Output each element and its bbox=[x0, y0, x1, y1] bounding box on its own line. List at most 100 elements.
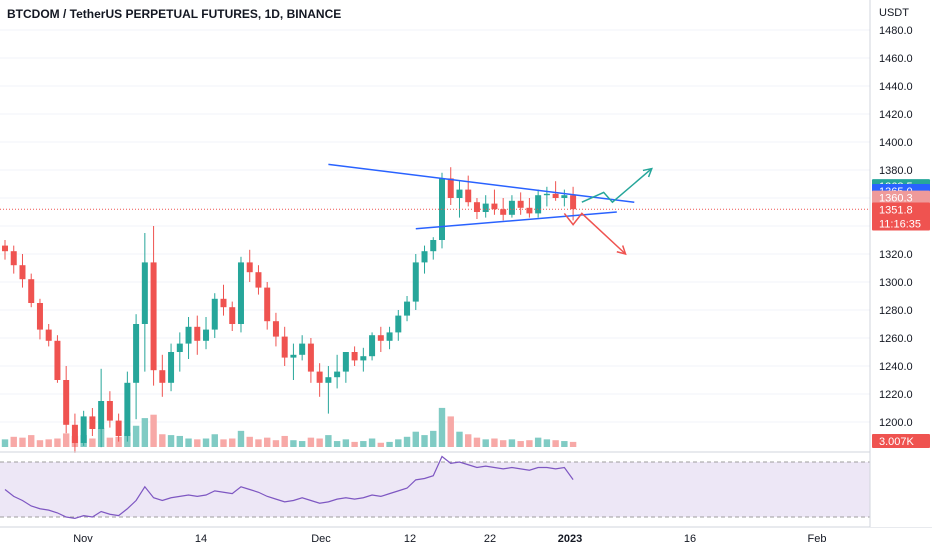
candle-body bbox=[150, 262, 157, 371]
candle bbox=[500, 198, 507, 221]
volume-bar bbox=[246, 436, 253, 447]
candle bbox=[10, 245, 17, 274]
volume-bar bbox=[255, 439, 262, 447]
bullish-arrow[interactable] bbox=[581, 168, 653, 204]
candle-body bbox=[570, 195, 577, 210]
bearish-arrow[interactable] bbox=[563, 212, 627, 255]
candle bbox=[185, 317, 192, 359]
candle-body bbox=[246, 262, 253, 273]
candle-body bbox=[421, 251, 428, 263]
volume-bar bbox=[342, 439, 350, 447]
candle bbox=[552, 181, 559, 201]
drawings[interactable] bbox=[328, 163, 653, 256]
volume-bar bbox=[561, 441, 568, 447]
volume-bar bbox=[45, 439, 52, 447]
price-badge-label: 1360.3 bbox=[879, 193, 913, 205]
candle-body bbox=[80, 416, 87, 443]
candle-body bbox=[369, 335, 376, 357]
candle bbox=[106, 391, 113, 428]
candle bbox=[307, 338, 314, 383]
price-tick-label: 1300.0 bbox=[879, 277, 913, 289]
candle-body bbox=[404, 301, 411, 316]
candle bbox=[63, 366, 70, 434]
volume-bar bbox=[220, 439, 227, 447]
price-badge: 1360.3 bbox=[872, 190, 930, 205]
candle-body bbox=[473, 202, 480, 212]
candle bbox=[456, 181, 463, 218]
candle bbox=[535, 189, 542, 218]
candle bbox=[54, 335, 61, 383]
candle bbox=[159, 354, 166, 397]
candle-body bbox=[220, 298, 227, 308]
volume-badge: 3.007K bbox=[872, 434, 930, 448]
candle-body bbox=[10, 251, 17, 266]
volume-bar bbox=[115, 436, 122, 447]
candle bbox=[36, 298, 43, 340]
candle bbox=[2, 240, 8, 260]
candle-body bbox=[561, 195, 568, 198]
candle-body bbox=[124, 382, 131, 436]
candle bbox=[421, 245, 428, 274]
candle-body bbox=[500, 209, 507, 215]
candle bbox=[482, 195, 489, 218]
candle-body bbox=[360, 356, 367, 361]
candle bbox=[237, 256, 244, 333]
candle bbox=[430, 237, 437, 260]
candle bbox=[19, 254, 26, 288]
candle bbox=[98, 368, 105, 448]
candle-body bbox=[465, 189, 472, 203]
candle-body bbox=[526, 207, 533, 214]
candle bbox=[272, 312, 279, 347]
candle-body bbox=[2, 245, 8, 252]
volume-bar bbox=[167, 435, 175, 447]
candle-body bbox=[28, 279, 35, 303]
volume-bar bbox=[333, 441, 341, 447]
volume-bar bbox=[447, 416, 454, 447]
candle-body bbox=[395, 315, 402, 333]
countdown-label: 11:16:35 bbox=[879, 218, 921, 230]
candle bbox=[395, 310, 402, 341]
volume-badge-bg bbox=[872, 434, 930, 448]
candle-body bbox=[290, 354, 297, 358]
candle bbox=[570, 186, 577, 221]
price-tick-label: 1280.0 bbox=[879, 305, 913, 317]
volume-bar bbox=[159, 434, 166, 447]
candle-body bbox=[36, 303, 43, 330]
volume-bar bbox=[465, 434, 472, 447]
trendline[interactable] bbox=[328, 163, 635, 203]
volume-bar bbox=[395, 439, 402, 447]
volume-bar bbox=[403, 436, 411, 447]
candle bbox=[80, 410, 87, 446]
candle bbox=[133, 314, 140, 420]
candle-body bbox=[45, 329, 52, 341]
volume-bar bbox=[54, 438, 61, 447]
volume-bar bbox=[89, 438, 96, 447]
candle-body bbox=[63, 380, 70, 425]
volume-bar bbox=[281, 435, 288, 447]
rsi-line bbox=[4, 455, 574, 519]
bullish-arrowhead bbox=[642, 167, 653, 178]
candle bbox=[28, 273, 35, 308]
candle bbox=[325, 366, 332, 414]
price-axis[interactable]: USDT 1480.0 1460.0 1440.0 1420.0 1400.0 1380.… bbox=[869, 0, 932, 527]
candle-body bbox=[377, 335, 384, 341]
volume-bar bbox=[211, 434, 218, 447]
time-axis[interactable]: Nov 14 Dec 12 22 2023 16 Feb bbox=[73, 533, 826, 545]
volume-bar bbox=[10, 436, 17, 447]
candle bbox=[264, 282, 271, 330]
volume-bar bbox=[36, 440, 44, 447]
candle bbox=[316, 363, 323, 397]
volume-bar bbox=[150, 414, 157, 447]
candle-body bbox=[351, 352, 358, 361]
price-badge-label: 1351.8 bbox=[879, 204, 913, 216]
candle bbox=[360, 347, 367, 372]
volume-bar bbox=[473, 437, 481, 447]
candle-body bbox=[272, 321, 279, 337]
volume-bar bbox=[543, 439, 551, 447]
volume-bar bbox=[456, 431, 463, 447]
volume-bar bbox=[534, 437, 542, 447]
volume-bar bbox=[194, 439, 201, 447]
candle bbox=[447, 167, 454, 205]
price-tick-label: 1260.0 bbox=[879, 333, 913, 345]
